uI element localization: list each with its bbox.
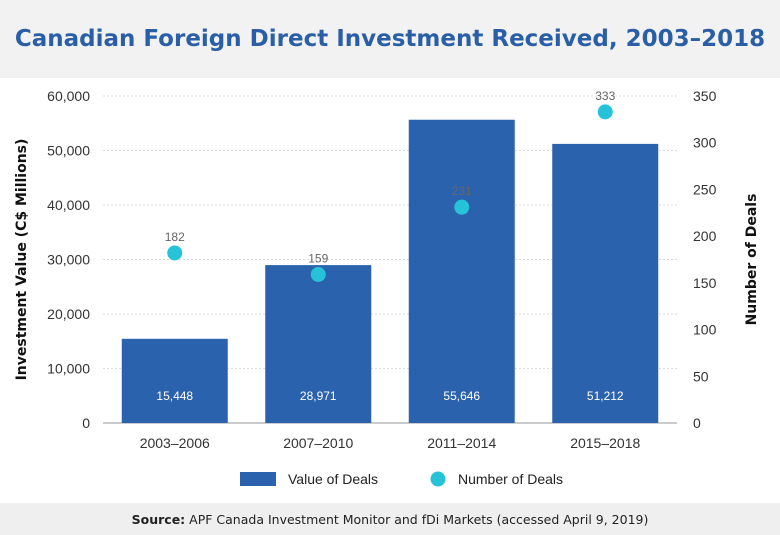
x-tick-label: 2007–2010	[283, 435, 353, 451]
deal-count-label: 231	[452, 184, 472, 198]
y2-tick-label: 300	[693, 135, 717, 151]
deal-count-label: 333	[595, 89, 615, 103]
bar	[552, 143, 659, 423]
y-tick-label: 50,000	[47, 143, 90, 159]
y-tick-label: 20,000	[47, 306, 90, 322]
y-tick-label: 60,000	[47, 88, 90, 104]
bar-value-label: 15,448	[156, 389, 193, 403]
source-label: Source:	[131, 511, 186, 527]
deal-count-label: 159	[308, 251, 328, 265]
deal-count-dot	[454, 199, 470, 215]
y2-axis-title: Number of Deals	[744, 194, 760, 326]
y-tick-label: 0	[82, 415, 90, 431]
y-tick-label: 10,000	[47, 361, 90, 377]
chart-title: Canadian Foreign Direct Investment Recei…	[14, 26, 766, 52]
x-tick-label: 2003–2006	[140, 435, 210, 451]
y2-tick-label: 50	[693, 368, 709, 384]
bar	[265, 265, 372, 423]
source-note: Source: APF Canada Investment Monitor an…	[0, 503, 780, 535]
chart-area: 0 10,000 20,000 30,000 40,000 50,000 60,000 0 50…	[0, 78, 780, 498]
legend-dot-label: Number of Deals	[458, 471, 563, 487]
y-tick-label: 40,000	[47, 197, 90, 213]
bar	[121, 338, 228, 423]
y2-tick-label: 250	[693, 181, 717, 197]
bar	[408, 119, 515, 423]
deal-count-dot	[597, 104, 613, 120]
x-tick-label: 2015–2018	[570, 435, 640, 451]
y2-tick-label: 0	[693, 415, 701, 431]
bar-value-label: 55,646	[443, 389, 480, 403]
chart-header: Canadian Foreign Direct Investment Recei…	[0, 0, 780, 78]
y-axis-title: Investment Value (C$ Millions)	[14, 139, 30, 381]
bar-value-label: 51,212	[587, 389, 624, 403]
chart-svg: 0 10,000 20,000 30,000 40,000 50,000 60,000 0 50…	[14, 88, 760, 487]
y2-tick-label: 150	[693, 275, 717, 291]
y2-tick-label: 350	[693, 88, 717, 104]
deal-count-dot	[167, 245, 183, 261]
bar-value-label: 28,971	[300, 389, 337, 403]
y2-tick-label: 200	[693, 228, 717, 244]
y-tick-label: 30,000	[47, 252, 90, 268]
legend-dot-swatch	[430, 471, 446, 487]
x-tick-label: 2011–2014	[427, 435, 496, 451]
deal-count-dot	[310, 266, 326, 282]
legend-bar-label: Value of Deals	[288, 471, 378, 487]
deal-count-label: 182	[165, 230, 185, 244]
source-text: APF Canada Investment Monitor and fDi Ma…	[189, 511, 649, 527]
legend-bar-swatch	[240, 472, 276, 486]
y2-tick-label: 100	[693, 322, 717, 338]
